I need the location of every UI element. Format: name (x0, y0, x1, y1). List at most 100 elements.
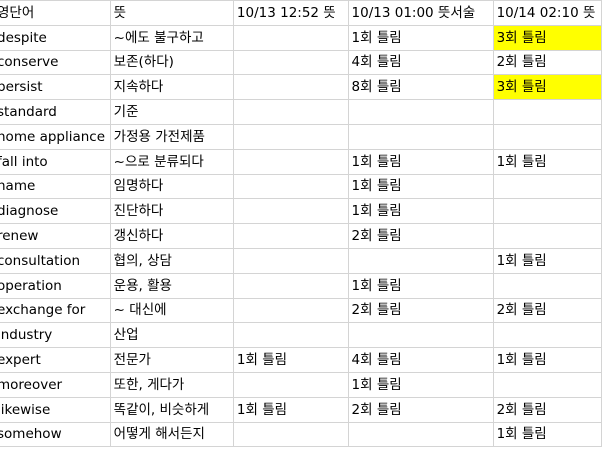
meaning-cell[interactable]: 똑같이, 비슷하게 (110, 397, 234, 423)
attempt2-cell[interactable] (348, 322, 494, 349)
attempt2-cell[interactable]: 1회 틀림 (348, 372, 494, 398)
attempt1-cell[interactable] (233, 174, 349, 200)
attempt3-cell[interactable]: 2회 틀림 (493, 50, 602, 76)
word-cell[interactable]: exchange for (0, 298, 111, 324)
word-cell[interactable]: conserve (0, 50, 111, 76)
meaning-cell[interactable]: 갱신하다 (110, 223, 234, 249)
word-cell[interactable]: diagnose (0, 198, 111, 225)
word-cell[interactable]: renew (0, 223, 111, 249)
table-row: conserve 보존(하다) 4회 틀림 2회 틀림 (0, 50, 602, 76)
attempt2-cell[interactable] (348, 422, 494, 448)
attempt3-cell[interactable]: 2회 틀림 (493, 298, 602, 324)
attempt1-cell[interactable] (233, 198, 349, 225)
table-row: moreover 또한, 게다가 1회 틀림 (0, 372, 602, 398)
header-attempt3-cell[interactable]: 10/14 02:10 뜻 (493, 0, 602, 26)
meaning-cell[interactable]: 전문가 (110, 347, 234, 373)
word-cell[interactable]: consultation (0, 248, 111, 274)
word-cell[interactable]: expert (0, 347, 111, 373)
meaning-cell[interactable]: ~에도 불구하고 (110, 25, 234, 51)
word-cell[interactable]: home appliance (0, 124, 111, 150)
attempt3-cell[interactable]: 1회 틀림 (493, 422, 602, 448)
word-cell[interactable]: name (0, 174, 111, 200)
attempt1-cell[interactable] (233, 74, 349, 101)
attempt3-cell[interactable]: 1회 틀림 (493, 149, 602, 175)
attempt3-cell[interactable] (493, 223, 602, 249)
attempt2-cell[interactable]: 1회 틀림 (348, 198, 494, 225)
header-word-cell[interactable]: 영단어 (0, 0, 111, 26)
attempt1-cell[interactable] (233, 223, 349, 249)
meaning-cell[interactable]: 임명하다 (110, 174, 234, 200)
attempt1-cell[interactable] (233, 124, 349, 150)
attempt3-cell[interactable] (493, 99, 602, 125)
attempt1-cell[interactable] (233, 322, 349, 349)
attempt3-cell[interactable]: 3회 틀림 (493, 25, 602, 51)
attempt3-cell[interactable] (493, 273, 602, 299)
table-row: industry 산업 (0, 322, 602, 349)
word-cell[interactable]: industry (0, 322, 111, 349)
word-cell[interactable]: somehow (0, 422, 111, 448)
attempt3-cell[interactable] (493, 174, 602, 200)
word-cell[interactable]: fall into (0, 149, 111, 175)
attempt1-cell[interactable] (233, 273, 349, 299)
attempt2-cell[interactable] (348, 99, 494, 125)
attempt1-cell[interactable] (233, 25, 349, 51)
attempt2-cell[interactable]: 1회 틀림 (348, 273, 494, 299)
attempt2-cell[interactable] (348, 124, 494, 150)
attempt2-cell[interactable]: 4회 틀림 (348, 50, 494, 76)
attempt1-cell[interactable] (233, 372, 349, 398)
attempt3-cell[interactable]: 3회 틀림 (493, 74, 602, 101)
attempt2-cell[interactable]: 2회 틀림 (348, 223, 494, 249)
attempt2-cell[interactable] (348, 248, 494, 274)
attempt3-cell[interactable] (493, 198, 602, 225)
attempt1-cell[interactable] (233, 422, 349, 448)
meaning-cell[interactable]: ~ 대신에 (110, 298, 234, 324)
attempt3-cell[interactable] (493, 372, 602, 398)
meaning-cell[interactable]: 진단하다 (110, 198, 234, 225)
word-cell[interactable]: likewise (0, 397, 111, 423)
meaning-cell[interactable]: 협의, 상담 (110, 248, 234, 274)
meaning-cell[interactable]: 가정용 가전제품 (110, 124, 234, 150)
header-attempt2-cell[interactable]: 10/13 01:00 뜻서술 (348, 0, 494, 26)
attempt2-cell[interactable]: 1회 틀림 (348, 174, 494, 200)
attempt1-cell[interactable] (233, 298, 349, 324)
attempt2-cell[interactable]: 2회 틀림 (348, 397, 494, 423)
table-row: consultation 협의, 상담 1회 틀림 (0, 248, 602, 274)
attempt2-cell[interactable]: 1회 틀림 (348, 149, 494, 175)
table-row: standard 기준 (0, 99, 602, 125)
attempt3-cell[interactable]: 2회 틀림 (493, 397, 602, 423)
table-row: home appliance 가정용 가전제품 (0, 124, 602, 150)
attempt1-cell[interactable] (233, 149, 349, 175)
attempt1-cell[interactable]: 1회 틀림 (233, 397, 349, 423)
word-cell[interactable]: moreover (0, 372, 111, 398)
attempt3-cell[interactable] (493, 322, 602, 349)
word-cell[interactable]: persist (0, 74, 111, 101)
table-row: fall into ~으로 분류되다 1회 틀림 1회 틀림 (0, 149, 602, 175)
meaning-cell[interactable]: ~으로 분류되다 (110, 149, 234, 175)
word-cell[interactable]: operation (0, 273, 111, 299)
attempt3-cell[interactable]: 1회 틀림 (493, 347, 602, 373)
attempt2-cell[interactable]: 1회 틀림 (348, 25, 494, 51)
table-row: operation 운용, 활용 1회 틀림 (0, 273, 602, 299)
attempt1-cell[interactable]: 1회 틀림 (233, 347, 349, 373)
attempt2-cell[interactable]: 8회 틀림 (348, 74, 494, 101)
attempt2-cell[interactable]: 2회 틀림 (348, 298, 494, 324)
word-cell[interactable]: despite (0, 25, 111, 51)
attempt1-cell[interactable] (233, 248, 349, 274)
meaning-cell[interactable]: 지속하다 (110, 74, 234, 101)
attempt1-cell[interactable] (233, 99, 349, 125)
meaning-cell[interactable]: 어떻게 해서든지 (110, 422, 234, 448)
meaning-cell[interactable]: 기준 (110, 99, 234, 125)
attempt3-cell[interactable] (493, 124, 602, 150)
header-attempt1-cell[interactable]: 10/13 12:52 뜻 (233, 0, 349, 26)
attempt1-cell[interactable] (233, 50, 349, 76)
header-meaning-cell[interactable]: 뜻 (110, 0, 234, 26)
meaning-cell[interactable]: 보존(하다) (110, 50, 234, 76)
attempt3-cell[interactable]: 1회 틀림 (493, 248, 602, 274)
table-row: somehow 어떻게 해서든지 1회 틀림 (0, 422, 602, 448)
meaning-cell[interactable]: 산업 (110, 322, 234, 349)
meaning-cell[interactable]: 운용, 활용 (110, 273, 234, 299)
word-cell[interactable]: standard (0, 99, 111, 125)
meaning-cell[interactable]: 또한, 게다가 (110, 372, 234, 398)
attempt2-cell[interactable]: 4회 틀림 (348, 347, 494, 373)
